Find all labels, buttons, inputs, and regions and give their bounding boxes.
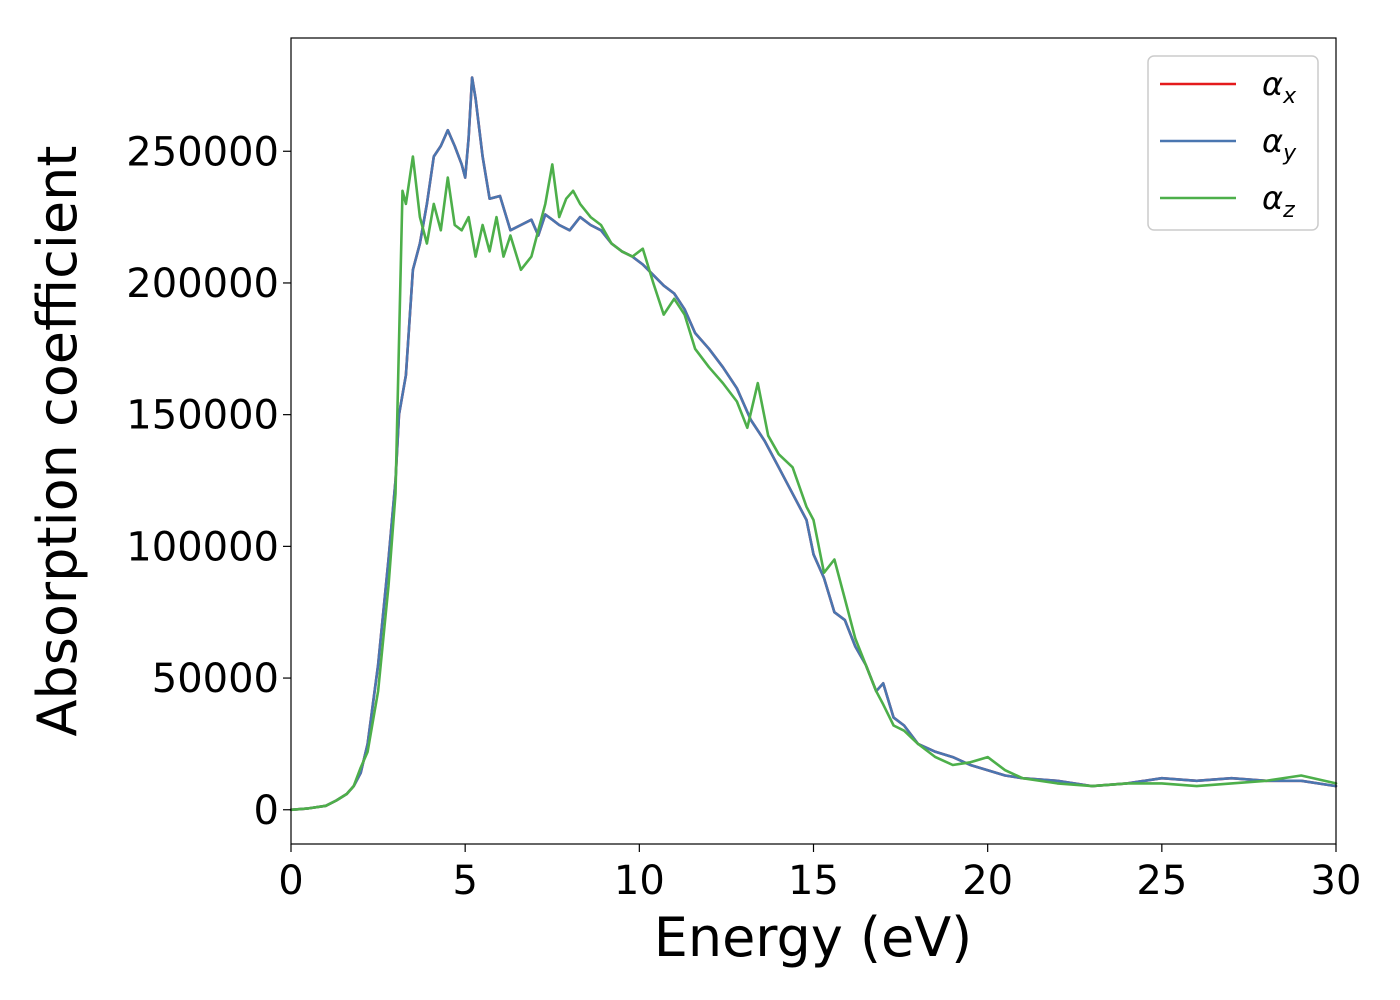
series-line-z — [289, 155, 1338, 812]
y-axis: 0 50000 100000 150000 200000 250000 — [126, 129, 291, 834]
y-tick-label: 250000 — [126, 129, 279, 175]
x-tick-label: 25 — [1136, 858, 1187, 904]
x-tick-label: 20 — [962, 858, 1013, 904]
legend-box — [1147, 55, 1319, 231]
y-tick-label: 150000 — [126, 393, 279, 439]
y-tick-label: 0 — [254, 788, 279, 834]
x-tick-label: 5 — [452, 858, 477, 904]
series-layer — [289, 76, 1338, 812]
x-axis: 0 5 10 15 20 25 30 — [278, 844, 1361, 904]
x-tick-label: 10 — [614, 858, 665, 904]
x-axis-title: Energy (eV) — [654, 906, 973, 969]
y-axis-title: Absorption coefficient — [26, 146, 89, 737]
x-tick-label: 30 — [1311, 858, 1362, 904]
x-tick-label: 0 — [278, 858, 303, 904]
y-tick-label: 100000 — [126, 524, 279, 570]
y-tick-label: 200000 — [126, 261, 279, 307]
y-tick-label: 50000 — [152, 656, 279, 702]
x-tick-label: 15 — [788, 858, 839, 904]
